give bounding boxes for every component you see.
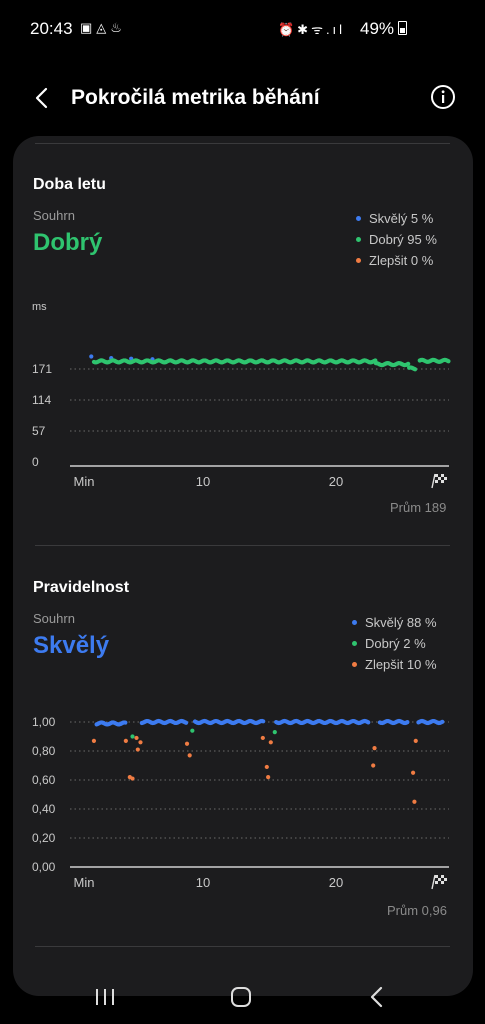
status-time: 20:43 [30, 19, 73, 38]
legend-label: Dobrý 95 % [369, 232, 437, 247]
legend-dot [356, 258, 361, 263]
recent-apps-button[interactable] [85, 982, 125, 1012]
legend-label: Dobrý 2 % [365, 636, 426, 651]
home-button[interactable] [221, 982, 261, 1012]
legend-dot [352, 662, 357, 667]
legend-regularity: Skvělý 88 % Dobrý 2 % Zlepšit 10 % [352, 612, 437, 675]
summary-value: Skvělý [33, 632, 110, 659]
legend-label: Zlepšit 0 % [369, 253, 434, 268]
info-button[interactable] [430, 84, 456, 110]
section-title-regularity: Pravidelnost [33, 579, 130, 596]
status-bar: 20:43 ▣◬♨ ⏰✱ᯤ.ıl 49% [0, 0, 485, 60]
legend-dot [356, 237, 361, 242]
divider [35, 946, 450, 947]
legend-label: Skvělý 88 % [365, 615, 437, 630]
battery-status: 49% [360, 19, 408, 39]
summary-value: Dobrý [33, 229, 103, 256]
legend-item-great: Skvělý 5 % [356, 208, 437, 229]
info-icon [431, 85, 455, 109]
metrics-card [13, 136, 473, 996]
legend-item-improve: Zlepšit 10 % [352, 654, 437, 675]
back-nav-button[interactable] [357, 982, 397, 1012]
legend-label: Zlepšit 10 % [365, 657, 437, 672]
legend-item-good: Dobrý 2 % [352, 633, 437, 654]
app-bar: Pokročilá metrika běhání [0, 70, 485, 126]
legend-flight-time: Skvělý 5 % Dobrý 95 % Zlepšit 0 % [356, 208, 437, 271]
legend-dot [356, 216, 361, 221]
notification-icons: ▣◬♨ [80, 20, 126, 35]
battery-percent: 49% [360, 19, 395, 38]
recent-apps-icon [96, 989, 114, 1005]
legend-item-great: Skvělý 88 % [352, 612, 437, 633]
legend-item-good: Dobrý 95 % [356, 229, 437, 250]
battery-icon [398, 21, 408, 35]
back-icon [370, 986, 383, 1008]
system-icons: ⏰✱ᯤ.ıl [278, 22, 346, 37]
legend-dot [352, 620, 357, 625]
legend-label: Skvělý 5 % [369, 211, 434, 226]
navigation-bar [0, 960, 485, 1024]
summary-label: Souhrn [33, 611, 75, 626]
legend-item-improve: Zlepšit 0 % [356, 250, 437, 271]
divider [35, 143, 450, 144]
section-title-flight-time: Doba letu [33, 176, 106, 193]
average-label: Prům 189 [390, 500, 447, 515]
back-button[interactable] [28, 84, 56, 112]
divider [35, 545, 450, 546]
home-icon [231, 987, 251, 1007]
chevron-left-icon [35, 87, 48, 109]
average-label: Prům 0,96 [387, 903, 447, 918]
summary-label: Souhrn [33, 208, 75, 223]
legend-dot [352, 641, 357, 646]
page-title: Pokročilá metrika běhání [71, 86, 320, 109]
